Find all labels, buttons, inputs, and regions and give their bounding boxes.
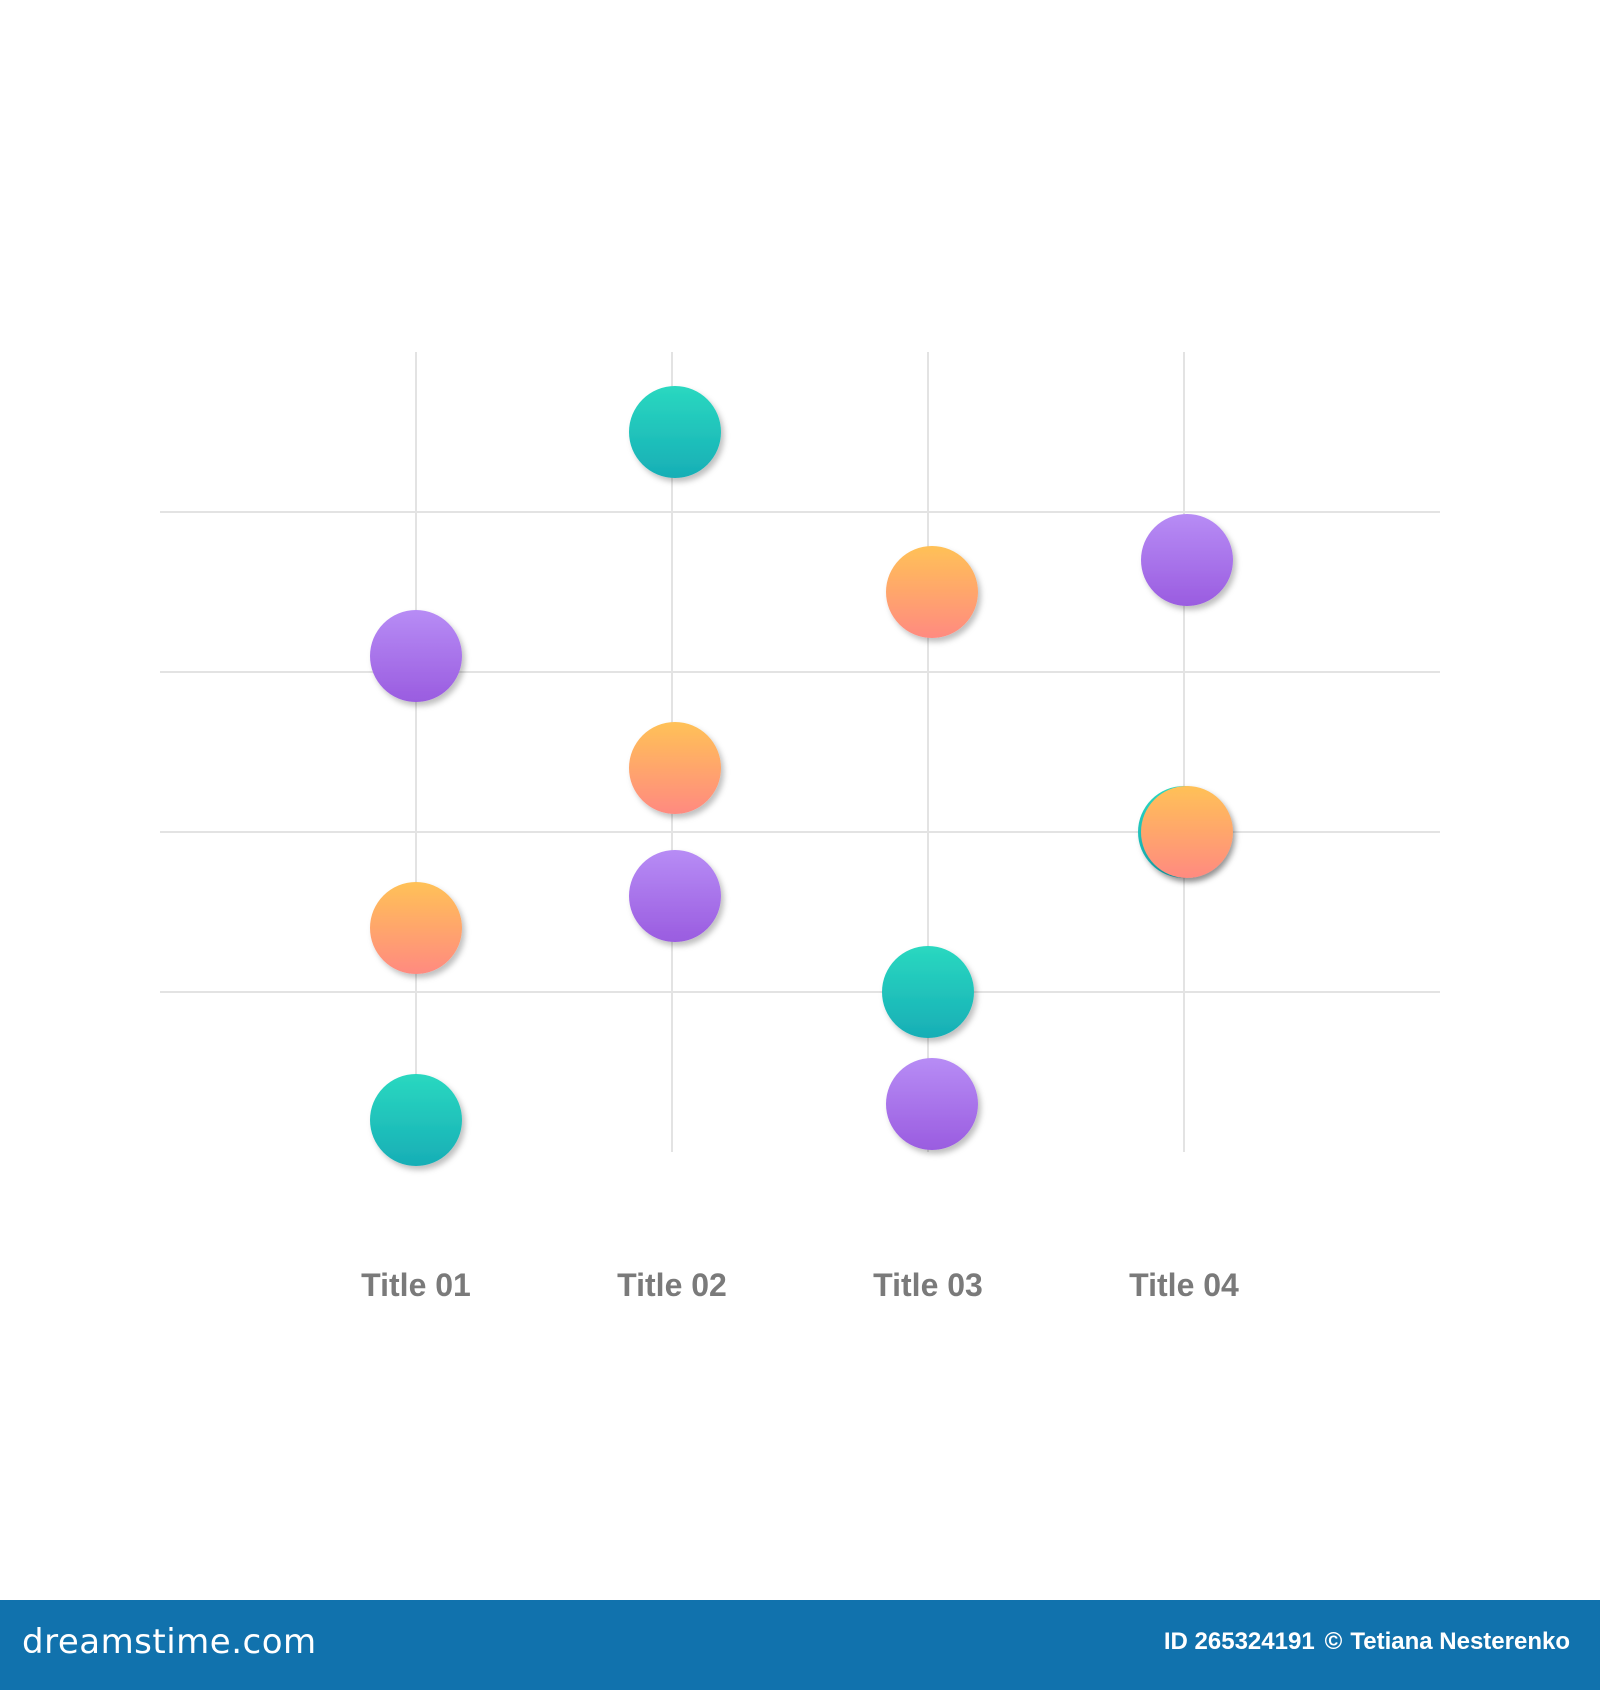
x-tick-label-1: Title 01 xyxy=(361,1267,471,1303)
x-tick-label-2: Title 02 xyxy=(617,1267,727,1303)
data-point-teal-2 xyxy=(629,386,721,478)
data-point-orange-2 xyxy=(629,722,721,814)
author-name: Tetiana Nesterenko xyxy=(1350,1628,1570,1655)
x-axis-labels: Title 01 Title 02 Title 03 Title 04 xyxy=(361,1267,1239,1303)
data-point-orange-1 xyxy=(370,882,462,974)
data-point-orange-4 xyxy=(1141,786,1233,878)
data-point-orange-3 xyxy=(886,546,978,638)
data-points xyxy=(370,386,1233,1166)
data-point-purple-2 xyxy=(629,850,721,942)
chart: Title 01 Title 02 Title 03 Title 04 xyxy=(160,352,1440,1303)
image-credit: ID 265324191 © Tetiana Nesterenko xyxy=(1164,1628,1570,1656)
image-id: ID 265324191 xyxy=(1163,1628,1315,1655)
data-point-teal-1 xyxy=(370,1074,462,1166)
data-point-purple-3 xyxy=(886,1058,978,1150)
data-point-purple-4 xyxy=(1141,514,1233,606)
footer-bar: dreamstime.com ID 265324191 © Tetiana Nest… xyxy=(0,1600,1600,1690)
x-tick-label-4: Title 04 xyxy=(1129,1267,1239,1303)
dot-plot: Title 01 Title 02 Title 03 Title 04 xyxy=(160,352,1440,1303)
copyright-symbol: © xyxy=(1324,1628,1343,1655)
data-point-teal-3 xyxy=(882,946,974,1038)
grid xyxy=(160,352,1440,1152)
brand-logo-text[interactable]: dreamstime.com xyxy=(22,1622,317,1662)
data-point-purple-1 xyxy=(370,610,462,702)
x-tick-label-3: Title 03 xyxy=(873,1267,983,1303)
